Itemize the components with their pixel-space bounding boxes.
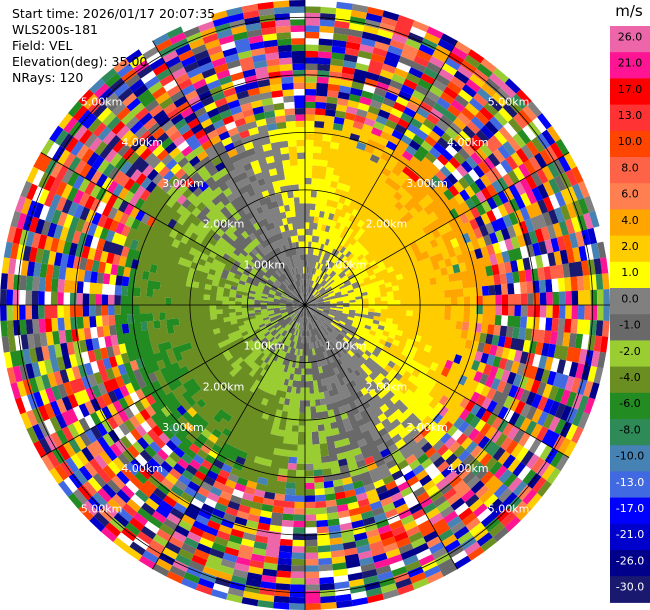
velocity-gate-group	[1, 26, 607, 578]
colorbar-tick-label: 13.0	[618, 109, 643, 122]
colorbar-cell	[610, 576, 650, 603]
nrays-label: NRays: 120	[12, 70, 84, 85]
elevation-label: Elevation(deg): 35.00	[12, 54, 148, 69]
colorbar-tick-label: 26.0	[618, 30, 643, 43]
range-ring-label: 3.00km	[162, 177, 204, 190]
colorbar-tick-label: 8.0	[621, 161, 639, 174]
colorbar-tick-label: -10.0	[616, 450, 644, 463]
range-ring-label: 3.00km	[162, 421, 204, 434]
range-ring-label: 3.00km	[406, 177, 448, 190]
colorbar-tick-label: -21.0	[616, 528, 644, 541]
range-ring-label: 4.00km	[121, 136, 163, 149]
colorbar-cell	[610, 26, 650, 53]
colorbar-cell	[610, 497, 650, 525]
colorbar-tick-label: -2.0	[619, 345, 640, 358]
colorbar-tick-label: 0.0	[621, 292, 639, 305]
range-ring-labels: 1.00km 1.00km 1.00km 1.00km 2.00km 2.00km 2.00…	[81, 96, 530, 516]
colorbar-tick-label: -4.0	[619, 371, 640, 384]
azimuth-line	[304, 40, 458, 306]
ppi-plot: 1.00km 1.00km 1.00km 1.00km 2.00km 2.00km 2.00…	[0, 0, 610, 610]
colorbar-tick-label: -26.0	[616, 554, 644, 567]
colorbar-tick-label: -17.0	[616, 502, 644, 515]
colorbar-cell	[610, 52, 650, 79]
velocity-gate-group	[1, 25, 591, 603]
range-ring-label: 2.00km	[203, 218, 245, 231]
range-ring-label: 4.00km	[447, 136, 489, 149]
range-ring-label: 2.00km	[203, 380, 245, 393]
colorbar-cell	[610, 157, 650, 184]
colorbar-cell	[610, 419, 650, 446]
colorbar-tick-label: -1.0	[619, 319, 640, 332]
colorbar-tick-label: 1.0	[621, 266, 639, 279]
colorbar-tick-label: -6.0	[619, 397, 640, 410]
azimuth-lines	[0, 0, 610, 610]
azimuth-line	[40, 152, 306, 306]
velocity-gate-group	[8, 12, 600, 585]
start-time-label: Start time: 2026/01/17 20:07:35	[12, 6, 216, 21]
range-ring-label: 4.00km	[121, 462, 163, 475]
colorbar-cell	[610, 366, 650, 394]
velocity-gate-group	[10, 25, 609, 604]
colorbar-cell	[610, 209, 650, 237]
colorbar-tick-label: 10.0	[618, 135, 643, 148]
azimuth-line	[304, 304, 458, 570]
range-ring-label: 5.00km	[488, 96, 530, 109]
azimuth-line	[152, 40, 306, 306]
colorbar-tick-label: 6.0	[621, 188, 639, 201]
colorbar-tick-label: 2.0	[621, 240, 639, 253]
colorbar-cell	[610, 288, 650, 315]
azimuth-line	[40, 304, 306, 458]
colorbar-tick-label: 17.0	[618, 83, 643, 96]
range-ring-label: 1.00km	[325, 340, 367, 353]
colorbar-cell	[610, 314, 650, 341]
colorbar-cell	[610, 104, 650, 132]
colorbar-cell	[610, 392, 650, 420]
colorbar-cell	[610, 130, 650, 158]
field-label: Field: VEL	[12, 38, 73, 53]
colorbar-unit: m/s	[615, 2, 643, 20]
device-label: WLS200s-181	[12, 22, 98, 37]
colorbar-tick-label: -8.0	[619, 423, 640, 436]
colorbar-cell	[610, 183, 650, 210]
azimuth-line	[152, 304, 306, 570]
colorbar-cell	[610, 445, 650, 472]
colorbar-tick-label: 4.0	[621, 214, 639, 227]
range-ring-label: 5.00km	[81, 96, 123, 109]
range-ring-label: 3.00km	[406, 421, 448, 434]
colorbar-tick-label: -30.0	[616, 581, 644, 594]
colorbar-cell	[610, 550, 650, 577]
colorbar-cell	[610, 523, 650, 551]
colorbar-cell	[610, 235, 650, 263]
range-ring-label: 2.00km	[366, 218, 408, 231]
colorbar-tick-label: -13.0	[616, 476, 644, 489]
range-ring-label: 5.00km	[488, 503, 530, 516]
range-ring-label: 4.00km	[447, 462, 489, 475]
range-ring-label: 5.00km	[81, 503, 123, 516]
range-ring-label: 1.00km	[244, 258, 286, 271]
velocity-gate-group	[44, 10, 602, 596]
range-ring-label: 1.00km	[244, 340, 286, 353]
range-ring-label: 2.00km	[366, 380, 408, 393]
azimuth-line	[304, 304, 570, 458]
colorbar-tick-label: 21.0	[618, 57, 643, 70]
colorbar-cell	[610, 78, 650, 106]
colorbar-cell	[610, 471, 650, 499]
velocity-gate-group	[6, 12, 591, 610]
velocity-gate-group	[0, 13, 604, 590]
colorbar-cell	[610, 261, 650, 289]
colorbar-cell	[610, 340, 650, 368]
range-ring-label: 1.00km	[325, 258, 367, 271]
azimuth-line	[304, 152, 570, 306]
